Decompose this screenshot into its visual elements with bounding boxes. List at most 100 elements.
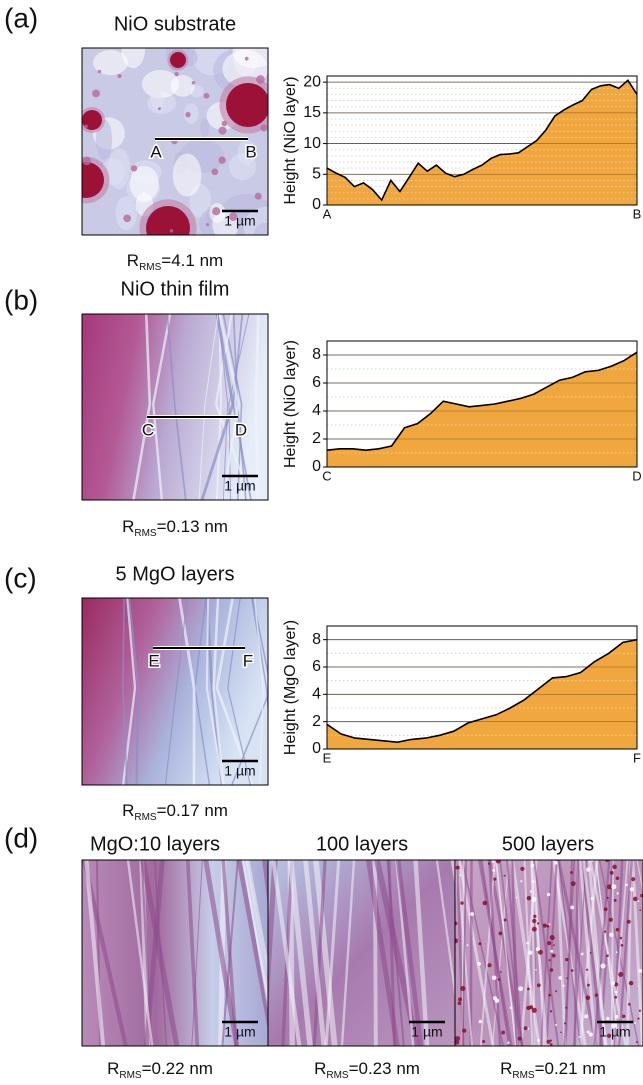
x-end-label: D bbox=[632, 468, 641, 483]
afm-feature bbox=[586, 867, 591, 872]
afm-feature bbox=[256, 75, 265, 84]
afm-feature bbox=[620, 943, 624, 947]
scale-label: 1 µm bbox=[599, 1024, 630, 1040]
afm-step bbox=[395, 860, 415, 1046]
afm-feature bbox=[203, 92, 210, 99]
afm-texture bbox=[121, 598, 268, 785]
afm-step bbox=[469, 860, 473, 1046]
afm-step bbox=[631, 860, 643, 1046]
afm-feature bbox=[129, 165, 159, 202]
afm-feature bbox=[615, 951, 618, 954]
afm-feature bbox=[503, 918, 507, 922]
afm-feature bbox=[174, 71, 179, 77]
rms-value: =4.1 nm bbox=[161, 251, 223, 270]
marker-label: B bbox=[245, 142, 256, 161]
panel-label: (c) bbox=[4, 562, 37, 593]
afm-step bbox=[198, 314, 219, 500]
afm-step bbox=[166, 314, 187, 500]
afm-feature bbox=[478, 942, 482, 946]
afm-step bbox=[254, 314, 260, 500]
image-border bbox=[81, 47, 269, 236]
afm-feature bbox=[221, 120, 228, 127]
scale-label: 1 µm bbox=[224, 213, 255, 229]
afm-step bbox=[593, 860, 611, 1046]
afm-feature bbox=[635, 1041, 638, 1044]
afm-feature bbox=[232, 48, 268, 69]
marker-label: F bbox=[243, 651, 253, 670]
afm-feature bbox=[584, 1014, 589, 1019]
afm-feature bbox=[493, 877, 497, 881]
afm-feature bbox=[640, 893, 643, 898]
profile bbox=[326, 351, 638, 452]
afm-feature bbox=[462, 1028, 467, 1033]
afm-feature bbox=[130, 165, 138, 172]
x-end-label: E bbox=[323, 750, 332, 765]
afm-feature bbox=[570, 871, 573, 874]
afm-step bbox=[251, 598, 268, 716]
afm-step bbox=[495, 860, 517, 1046]
afm-feature bbox=[546, 892, 551, 897]
afm-feature bbox=[628, 980, 634, 986]
afm-feature bbox=[638, 968, 643, 973]
y-tick-label: 2 bbox=[312, 713, 321, 730]
afm-step bbox=[395, 860, 424, 1046]
afm-feature bbox=[634, 1022, 636, 1024]
rms-subscript: RMS bbox=[139, 262, 162, 273]
profile bbox=[326, 638, 638, 744]
afm-step bbox=[573, 860, 588, 1046]
afm-feature bbox=[606, 1016, 610, 1021]
afm-feature bbox=[482, 900, 488, 906]
afm-step bbox=[254, 598, 264, 785]
marker-label: C bbox=[142, 420, 154, 439]
afm-step bbox=[312, 860, 327, 1046]
afm-feature bbox=[226, 83, 268, 127]
afm-feature bbox=[563, 1022, 567, 1025]
afm-feature bbox=[157, 107, 161, 111]
afm-feature bbox=[528, 950, 533, 955]
afm-feature bbox=[542, 923, 547, 928]
afm-feature bbox=[616, 892, 619, 895]
afm-step bbox=[610, 860, 615, 1046]
afm-feature bbox=[606, 884, 612, 890]
afm-feature bbox=[218, 156, 226, 164]
afm-feature bbox=[520, 880, 523, 883]
afm-feature bbox=[585, 968, 589, 971]
afm-feature bbox=[526, 1005, 531, 1011]
afm-feature bbox=[535, 968, 537, 971]
afm-feature bbox=[150, 92, 165, 110]
afm-feature bbox=[628, 1002, 631, 1006]
afm-feature bbox=[606, 896, 609, 899]
afm-feature bbox=[565, 977, 568, 980]
rms-subscript: RMS bbox=[512, 1070, 535, 1081]
afm-feature bbox=[548, 959, 551, 962]
afm-feature bbox=[211, 168, 219, 176]
afm-feature bbox=[562, 984, 565, 987]
rms-symbol: R bbox=[107, 1059, 119, 1078]
afm-feature bbox=[609, 870, 614, 875]
afm-feature bbox=[590, 897, 594, 900]
afm-feature bbox=[500, 971, 502, 973]
y-tick-label: 4 bbox=[312, 686, 321, 703]
afm-step bbox=[461, 860, 465, 1046]
afm-feature bbox=[84, 124, 88, 129]
afm-step bbox=[121, 598, 137, 785]
afm-feature bbox=[531, 926, 537, 932]
afm-feature bbox=[460, 986, 466, 992]
afm-feature bbox=[536, 983, 541, 988]
afm-feature bbox=[603, 907, 608, 912]
y-tick-label: 6 bbox=[312, 374, 321, 391]
afm-feature bbox=[536, 922, 540, 925]
afm-feature bbox=[457, 1001, 462, 1006]
afm-feature bbox=[618, 972, 624, 977]
marker-label: D bbox=[235, 420, 247, 439]
afm-step bbox=[479, 860, 496, 1046]
afm-feature bbox=[639, 909, 642, 912]
afm-feature bbox=[497, 978, 501, 981]
afm-feature bbox=[532, 918, 537, 924]
afm-feature bbox=[228, 212, 238, 222]
rms-value: =0.17 nm bbox=[157, 801, 228, 820]
y-tick-label: 4 bbox=[312, 402, 321, 419]
afm-feature bbox=[455, 865, 460, 870]
afm-texture bbox=[268, 860, 455, 1046]
afm-step bbox=[271, 860, 302, 1046]
